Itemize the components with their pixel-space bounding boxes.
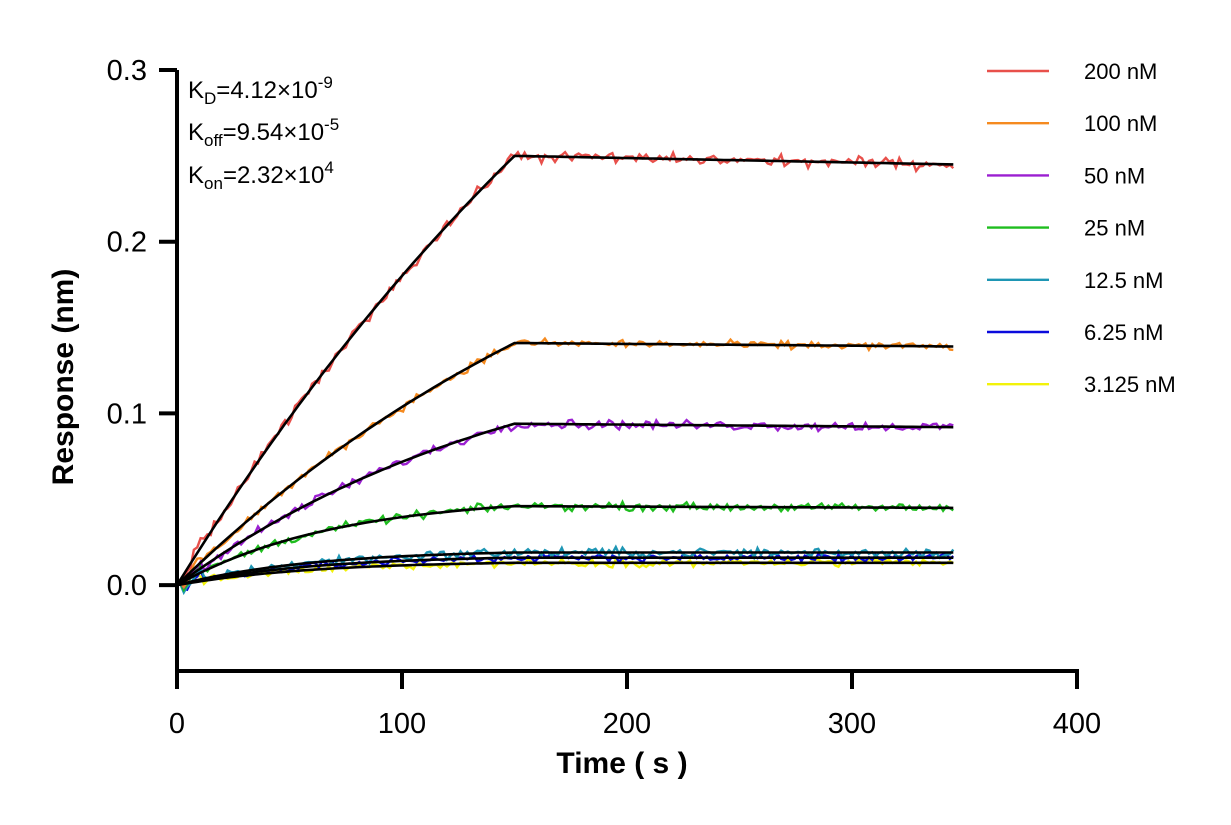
legend-label: 12.5 nM (1084, 268, 1164, 293)
y-tick-label: 0.1 (107, 398, 147, 430)
legend-item: 12.5 nM (987, 268, 1164, 293)
x-tick-label: 200 (603, 708, 651, 740)
x-axis-title: Time ( s ) (556, 747, 687, 780)
legend: 200 nM 100 nM 50 nM 25 nM 12.5 nM 6.25 nM 3.12… (987, 59, 1176, 397)
kinetic-constants: KD=4.12×10-9 Koff=9.54×10-5 Kon=2.32×104 (188, 73, 339, 193)
legend-label: 200 nM (1084, 59, 1157, 84)
x-tick-label: 300 (828, 708, 876, 740)
legend-item: 50 nM (987, 163, 1145, 188)
series-line-25-nM (176, 499, 954, 593)
y-tick-label: 0.3 (107, 55, 147, 87)
legend-item: 25 nM (987, 216, 1145, 241)
koff-annotation: Koff=9.54×10-5 (188, 115, 339, 150)
fit-line (176, 341, 954, 587)
x-tick-label: 100 (378, 708, 426, 740)
kon-annotation: Kon=2.32×104 (188, 158, 334, 193)
fit-line (176, 422, 954, 587)
legend-item: 6.25 nM (987, 320, 1164, 345)
x-tick-label: 400 (1053, 708, 1101, 740)
fit-line (176, 551, 954, 587)
legend-item: 3.125 nM (987, 372, 1176, 397)
legend-label: 100 nM (1084, 111, 1157, 136)
y-tick-label: 0.0 (107, 570, 147, 602)
fit-line (176, 504, 954, 587)
series-line-100-nM (176, 336, 954, 589)
legend-item: 100 nM (987, 111, 1157, 136)
fit-line (175, 154, 954, 586)
y-ticks: 0.0 0.1 0.2 0.3 (107, 55, 177, 602)
legend-item: 200 nM (987, 59, 1157, 84)
y-axis-title: Response (nm) (47, 269, 80, 486)
x-ticks: 0 100 200 300 400 (169, 671, 1101, 740)
axes (175, 70, 1079, 673)
fit-line (176, 556, 954, 587)
fit-line (176, 561, 954, 587)
series-line-200-nM (175, 149, 955, 586)
legend-label: 6.25 nM (1084, 320, 1164, 345)
kd-annotation: KD=4.12×10-9 (188, 73, 333, 108)
legend-label: 25 nM (1084, 216, 1145, 241)
legend-label: 3.125 nM (1084, 372, 1176, 397)
legend-label: 50 nM (1084, 163, 1145, 188)
y-tick-label: 0.2 (107, 227, 147, 259)
plot-area (175, 149, 955, 596)
x-tick-label: 0 (169, 708, 185, 740)
